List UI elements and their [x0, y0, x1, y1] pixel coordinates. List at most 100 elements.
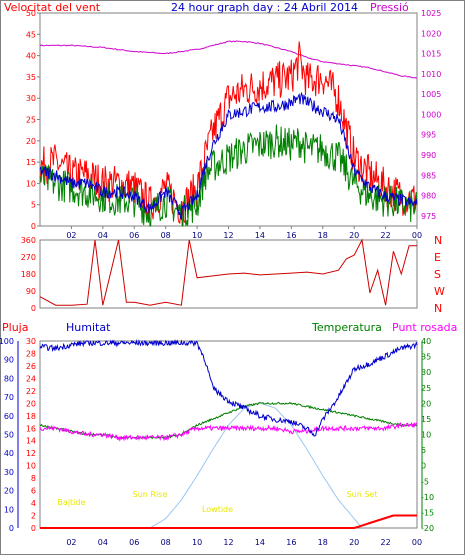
temperature-tick-label: 40 — [421, 337, 431, 346]
wind-series — [39, 40, 418, 227]
compass-tick-label: N — [434, 234, 442, 247]
direction-tick-label: 360 — [21, 236, 36, 245]
humidity-tick-label: 10 — [4, 505, 14, 514]
humidity-tick-label: 0 — [9, 524, 14, 533]
wind-tick-label: 25 — [26, 116, 36, 125]
rain-tick-label: 30 — [26, 337, 36, 346]
temperature-tick-label: 5 — [421, 446, 426, 455]
wind-gust-line — [39, 41, 418, 224]
wind-tick-label: 10 — [26, 179, 36, 188]
hour-tick-label: 06 — [129, 231, 139, 240]
annotation-label: Sun Rise — [133, 490, 168, 499]
rain-tick-label: 0 — [31, 524, 36, 533]
pressure-tick-label: 985 — [421, 171, 436, 180]
humidity-tick-label: 100 — [0, 337, 14, 346]
direction-tick-label: 0 — [31, 304, 36, 313]
wind-mean-line — [39, 91, 418, 220]
rain-tick-label: 6 — [31, 487, 36, 496]
wind-direction-line — [39, 238, 417, 306]
temperature-tick-label: -5 — [421, 477, 429, 486]
wind-tick-label: 0 — [31, 222, 36, 231]
hour-tick-label: 06 — [129, 538, 139, 547]
temperature-tick-label: 20 — [421, 399, 431, 408]
temperature-tick-label: 30 — [421, 368, 431, 377]
hour-tick-label: 12 — [223, 231, 233, 240]
hour-tick-label: 20 — [349, 231, 359, 240]
pressure-y-axis: 975 980 985 990 995 1000 1005 1010 1015 1020 1025 — [421, 9, 441, 221]
hour-tick-label: 12 — [223, 538, 233, 547]
temperature-y-axis: -20 -15 -10 -5 0 5 10 15 20 25 30 35 40 — [421, 337, 434, 533]
annotation-label: Lowtide — [202, 505, 233, 514]
wind-tick-label: 15 — [26, 158, 36, 167]
temperature-tick-label: 0 — [421, 462, 426, 471]
wind-pressure-frame — [39, 12, 418, 227]
humidity-x-axis: 02 04 06 08 10 12 14 16 18 20 22 00 — [66, 538, 422, 547]
hour-tick-label: 00 — [412, 538, 422, 547]
wind-tick-label: 5 — [31, 201, 36, 210]
hour-tick-label: 02 — [66, 538, 76, 547]
temperature-tick-label: 15 — [421, 415, 431, 424]
hour-tick-label: 18 — [318, 538, 328, 547]
compass-tick-label: E — [434, 251, 441, 264]
wind-avg-line — [39, 124, 418, 227]
compass-tick-label: W — [434, 285, 445, 298]
hour-tick-label: 02 — [66, 231, 76, 240]
pressure-tick-label: 990 — [421, 151, 436, 160]
temperature-tick-label: 35 — [421, 353, 431, 362]
pressure-line — [39, 40, 418, 79]
humidity-tick-label: 70 — [4, 393, 14, 402]
pressure-tick-label: 995 — [421, 131, 436, 140]
rain-tick-label: 22 — [26, 387, 36, 396]
pressure-title: Pressió — [370, 1, 409, 14]
direction-tick-label: 270 — [21, 253, 36, 262]
hour-tick-label: 14 — [255, 538, 265, 547]
wind-speed-title: Velocitat del vent — [4, 1, 101, 14]
humidity-tick-label: 20 — [4, 487, 14, 496]
hour-tick-label: 18 — [318, 231, 328, 240]
wind-tick-label: 40 — [26, 52, 36, 61]
rain-tick-label: 26 — [26, 362, 36, 371]
rain-tick-label: 12 — [26, 449, 36, 458]
rain-tick-label: 20 — [26, 399, 36, 408]
rain-tick-label: 18 — [26, 412, 36, 421]
hour-tick-label: 16 — [286, 538, 296, 547]
annotation-label: Bajtide — [57, 498, 85, 507]
wind-tick-label: 30 — [26, 94, 36, 103]
wind-tick-label: 20 — [26, 137, 36, 146]
hour-tick-label: 20 — [349, 538, 359, 547]
humidity-series — [39, 339, 418, 529]
humidity-line — [39, 339, 418, 437]
humidity-tick-label: 30 — [4, 468, 14, 477]
direction-tick-label: 90 — [26, 287, 36, 296]
tide-sun-annotations: Sun Rise Sun Set Lowtide Bajtide — [57, 490, 377, 514]
humidity-tick-label: 90 — [4, 356, 14, 365]
rain-legend: Pluja — [2, 321, 28, 334]
hour-tick-label: 16 — [286, 231, 296, 240]
humidity-legend: Humitat — [66, 321, 111, 334]
page-title: 24 hour graph day : 24 Abril 2014 — [171, 1, 358, 14]
pressure-tick-label: 1000 — [421, 110, 441, 119]
direction-y-axis: 0 90 180 270 360 — [21, 236, 36, 313]
pressure-tick-label: 1005 — [421, 90, 441, 99]
pressure-tick-label: 1015 — [421, 50, 441, 59]
rain-tick-label: 28 — [26, 349, 36, 358]
wind-tick-label: 45 — [26, 30, 36, 39]
compass-tick-label: S — [434, 268, 441, 281]
hour-tick-label: 00 — [412, 231, 422, 240]
temperature-tick-label: -20 — [421, 524, 434, 533]
wind-tick-label: 50 — [26, 9, 36, 18]
rain-tick-label: 8 — [31, 474, 36, 483]
rain-line — [40, 514, 417, 529]
rain-tick-label: 2 — [31, 512, 36, 521]
pressure-tick-label: 1010 — [421, 70, 441, 79]
pressure-tick-label: 980 — [421, 192, 436, 201]
compass-tick-label: N — [434, 302, 442, 315]
rain-tick-label: 16 — [26, 424, 36, 433]
pressure-tick-label: 1025 — [421, 9, 441, 18]
rain-tick-label: 4 — [31, 499, 36, 508]
